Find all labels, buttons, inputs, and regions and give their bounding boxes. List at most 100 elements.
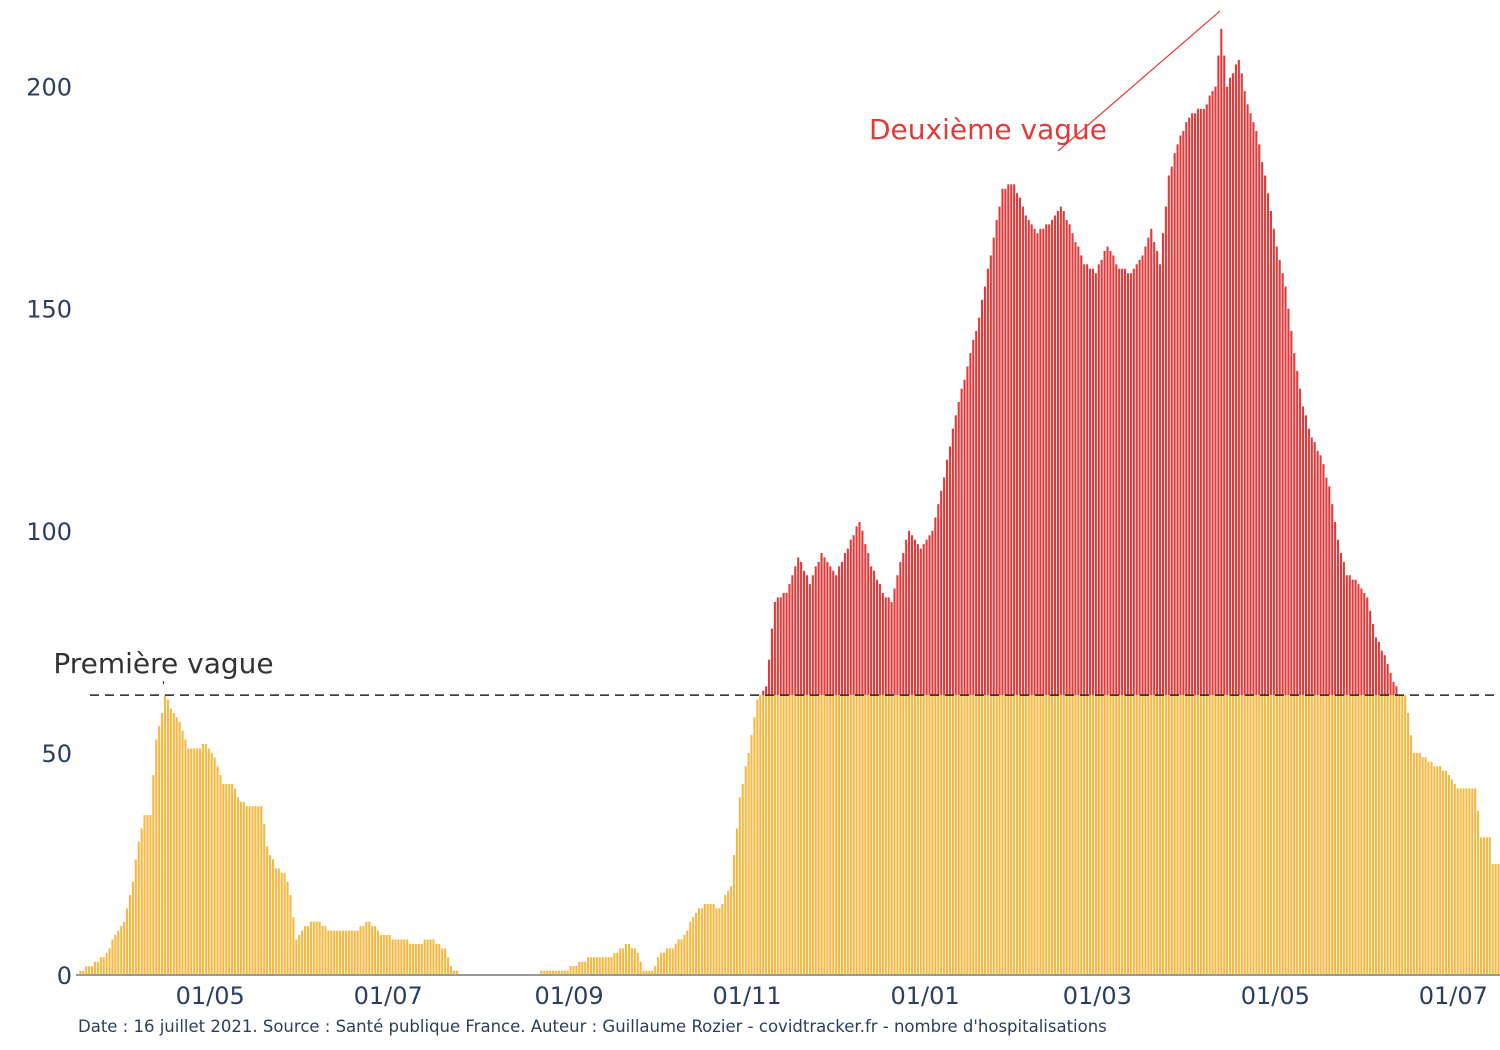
x-tick-label: 01/05 [176,982,245,1010]
bar-excess [1135,264,1138,696]
bar-base [193,748,196,975]
bar-base [779,695,782,975]
bar-excess [1217,55,1220,696]
bar-base [1030,695,1033,975]
bar-base [1459,788,1462,975]
bar-base [263,823,266,975]
bar-base [794,695,797,975]
bar-base [140,828,143,975]
bar-base [1453,784,1456,975]
bar-excess [1059,206,1062,696]
bar-excess [820,553,823,696]
bar-excess [1053,215,1057,696]
bar-base [204,744,207,975]
bar-excess [855,526,858,696]
bar-excess [1173,153,1176,696]
bar-base [978,695,981,975]
bar-base [1278,695,1281,975]
bar-excess [1141,255,1144,696]
bar-base [353,930,356,975]
bar-base [333,930,336,975]
bar-base [190,748,193,975]
bar-base [1173,695,1176,975]
bar-base [1159,695,1162,975]
x-axis: 01/05 01/07 01/09 01/11 01/01 01/03 01/05 01/07 [176,982,1488,1010]
bar-base [391,939,394,975]
bar-base [379,935,382,975]
bar-base [934,695,937,975]
bar-base [1109,695,1112,975]
bar-excess [1016,193,1019,696]
bar-base [581,961,584,975]
bar-base [797,695,800,975]
bar-excess [986,268,989,696]
bar-excess [1024,215,1027,696]
bar-base [738,797,741,975]
bar-excess [1144,246,1147,696]
bar-base [1088,695,1092,975]
bar-base [823,695,826,975]
x-tick-label: 01/09 [535,982,604,1010]
bar-base [1249,695,1252,975]
bar-base [344,930,347,975]
bar-excess [1010,184,1013,696]
bar-base [1392,695,1395,975]
bar-base [645,970,648,975]
bar-excess [1316,450,1319,696]
bar-excess [937,504,940,696]
bar-excess [800,561,803,696]
bar-excess [762,690,765,696]
bar-base [759,695,762,975]
bar-base [88,966,91,975]
bar-base [1220,695,1223,975]
bar-base [1477,810,1480,975]
y-tick-label: 200 [26,74,72,102]
bar-base [730,886,733,975]
bar-base [216,766,219,975]
bar-excess [814,566,817,696]
bar-excess [1156,250,1159,696]
bar-base [1167,695,1170,975]
bar-base [1456,788,1459,975]
bar-base [625,943,628,975]
bar-base [838,695,841,975]
bar-base [899,695,902,975]
bar-base [747,752,750,975]
bar-base [245,806,248,975]
bar-base [1301,695,1305,975]
bar-excess [884,597,887,696]
bar-base [735,828,738,975]
bar-base [306,926,310,975]
bar-base [1485,837,1488,975]
bar-excess [881,593,884,696]
bar-base [680,939,683,975]
bar-base [1325,695,1328,975]
bar-base [441,948,444,975]
bar-excess [873,570,876,696]
bar-base [969,695,972,975]
bar-base [592,957,595,975]
bar-base [1153,695,1156,975]
bar-base [870,695,873,975]
bar-excess [902,553,905,696]
bar-excess [972,339,975,696]
bar-base [805,695,809,975]
bar-base [1013,695,1016,975]
bar-excess [1278,259,1281,696]
x-tick-label: 01/03 [1063,982,1132,1010]
bar-base [835,695,838,975]
bar-base [1217,695,1220,975]
bar-base [181,730,184,975]
bar-base [686,930,689,975]
bar-excess [1007,184,1010,696]
bar-base [756,699,759,975]
bar-excess [1077,246,1080,696]
bar-base [1039,695,1042,975]
bar-excess [1191,113,1194,696]
bar-base [563,970,566,975]
bar-base [1156,695,1159,975]
bar-base [1412,752,1415,975]
bar-base [584,961,587,975]
bar-base [1468,788,1471,975]
bar-base [394,939,397,975]
